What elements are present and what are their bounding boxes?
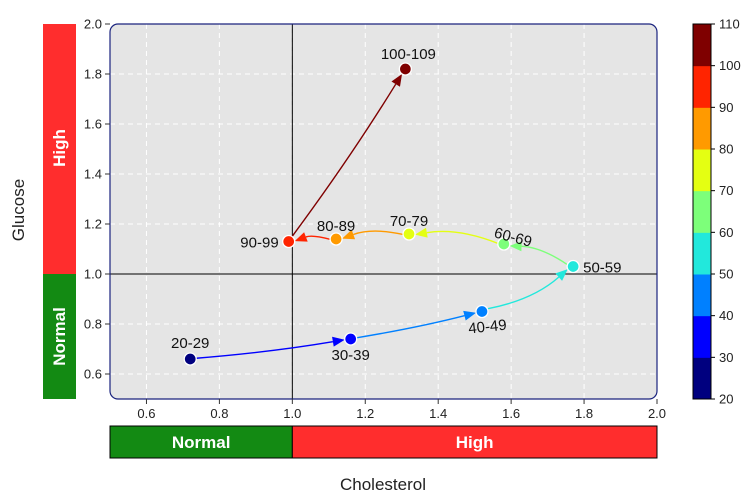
x-band xyxy=(109,425,293,459)
colorbar-frame xyxy=(692,23,712,400)
y-tick-label: 1.2 xyxy=(84,217,102,232)
data-point xyxy=(398,62,413,76)
data-point xyxy=(566,259,580,274)
x-tick-label: 2.0 xyxy=(648,406,666,421)
arrow-segment xyxy=(521,245,568,266)
y-tick-label: 1.8 xyxy=(84,67,102,82)
arrow-head xyxy=(391,73,403,87)
x-tick-label: 1.2 xyxy=(356,406,374,421)
y-band xyxy=(43,274,76,399)
point-label: 20-29 xyxy=(171,335,209,352)
arrow-segment xyxy=(426,230,499,245)
arrow-segment xyxy=(353,230,404,236)
y-axis-title: Glucose xyxy=(9,179,28,241)
x-tick-label: 1.0 xyxy=(283,406,301,421)
arrow-head xyxy=(555,269,568,281)
x-axis-ticks: 0.6 0.8 1.0 1.2 1.4 1.6 1.8 2.0 xyxy=(137,399,666,421)
data-points xyxy=(183,62,580,366)
data-point xyxy=(402,227,416,241)
x-band-label: Normal xyxy=(172,433,231,452)
colorbar-tick-label: 70 xyxy=(719,183,733,198)
x-tick-label: 1.8 xyxy=(575,406,593,421)
arrow-head xyxy=(463,310,477,321)
data-point xyxy=(329,232,343,246)
point-label: 90-99 xyxy=(240,235,278,252)
trajectory-arrows xyxy=(196,73,568,359)
y-band xyxy=(43,24,76,274)
x-tick-label: 1.4 xyxy=(429,406,447,421)
colorbar-tick-label: 40 xyxy=(719,308,733,323)
x-tick-label: 1.6 xyxy=(502,406,520,421)
colorbar-tick-label: 20 xyxy=(719,392,733,407)
point-label: 80-89 xyxy=(317,218,355,235)
plot-frame xyxy=(109,23,658,400)
point-label: 50-59 xyxy=(583,260,621,277)
x-band xyxy=(291,425,658,459)
point-label: 40-49 xyxy=(468,317,508,338)
colorbar-tick-label: 30 xyxy=(719,350,733,365)
colorbar-segment xyxy=(693,149,711,192)
y-band-label: High xyxy=(50,129,69,167)
arrow-head xyxy=(294,232,308,242)
arrow-segment xyxy=(356,315,465,339)
data-point xyxy=(475,304,489,319)
colorbar-tick-label: 60 xyxy=(719,225,733,240)
arrow-segment xyxy=(305,235,331,240)
y-tick-label: 2.0 xyxy=(84,17,102,32)
arrow-head xyxy=(509,241,522,252)
x-axis-title: Cholesterol xyxy=(340,475,426,494)
arrow-segment xyxy=(291,83,397,237)
colorbar-tick-label: 80 xyxy=(719,142,733,157)
colorbar-segment xyxy=(693,190,711,233)
colorbar-tick-label: 110 xyxy=(719,17,740,32)
plot-area xyxy=(110,24,657,399)
data-point xyxy=(183,352,197,366)
point-label: 100-109 xyxy=(381,46,436,63)
colorbar-tick-label: 90 xyxy=(719,100,733,115)
y-tick-label: 1.4 xyxy=(84,167,102,182)
arrow-segment xyxy=(487,276,560,310)
colorbar-segment xyxy=(693,107,711,150)
colorbar-segment xyxy=(693,315,711,358)
x-band-label: High xyxy=(456,433,494,452)
point-labels: 20-2930-3940-4950-5960-6970-7980-8990-99… xyxy=(171,46,621,364)
x-tick-label: 0.8 xyxy=(210,406,228,421)
colorbar-segment xyxy=(693,357,711,400)
colorbar-tick-label: 100 xyxy=(719,58,741,73)
y-band-label: Normal xyxy=(50,307,69,366)
reference-lines xyxy=(110,24,657,399)
y-tick-label: 0.8 xyxy=(84,317,102,332)
arrow-head xyxy=(332,336,345,347)
colorbar-segment xyxy=(693,24,711,67)
y-tick-label: 1.0 xyxy=(84,267,102,282)
arrow-head xyxy=(414,227,428,238)
colorbar-segment xyxy=(693,65,711,108)
x-category-bands: Normal High xyxy=(109,425,658,459)
y-tick-label: 1.6 xyxy=(84,117,102,132)
arrow-head xyxy=(342,229,356,240)
data-point xyxy=(282,234,296,249)
point-label: 70-79 xyxy=(390,213,428,230)
y-axis-ticks: 0.6 0.8 1.0 1.2 1.4 1.6 1.8 2.0 xyxy=(84,17,110,382)
y-tick-label: 0.6 xyxy=(84,367,102,382)
data-point xyxy=(344,332,358,346)
y-category-bands: Normal High xyxy=(43,24,76,399)
data-point xyxy=(497,237,511,251)
x-tick-label: 0.6 xyxy=(137,406,155,421)
arrow-segment xyxy=(196,341,334,359)
colorbar-segment xyxy=(693,274,711,317)
colorbar-segment xyxy=(693,232,711,275)
colorbar: 20 30 40 50 60 70 80 90 100 110 xyxy=(692,17,741,407)
point-label: 30-39 xyxy=(331,347,369,364)
colorbar-tick-label: 50 xyxy=(719,267,733,282)
